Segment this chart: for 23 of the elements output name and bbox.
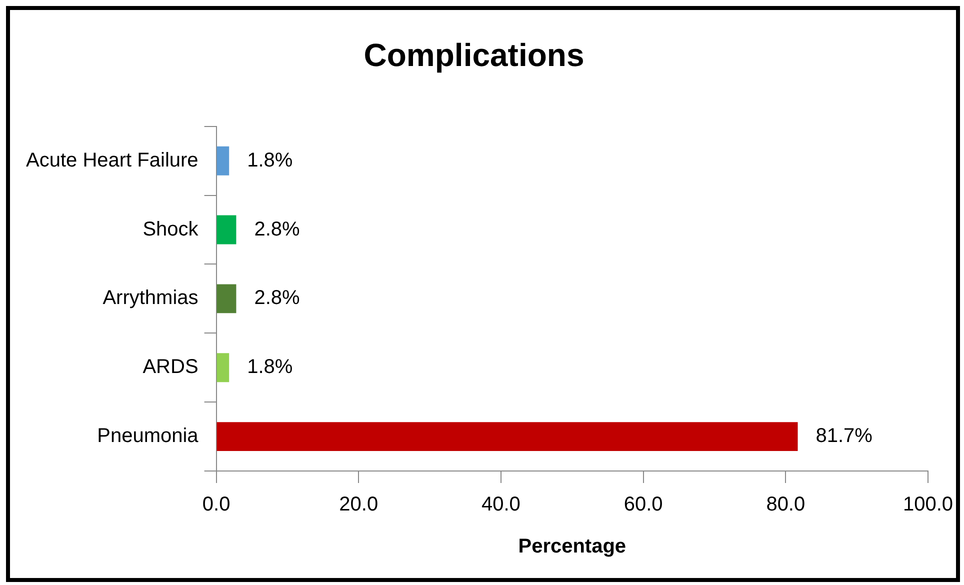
y-tick-label: ARDS — [142, 356, 198, 378]
bar — [216, 353, 230, 382]
x-tick-label: 40.0 — [482, 494, 520, 516]
y-tick-label: Pneumonia — [97, 425, 200, 448]
bar — [216, 422, 798, 452]
chart-title: Complications — [364, 37, 584, 74]
x-axis-title: Percentage — [518, 536, 626, 558]
data-label: 1.8% — [247, 356, 293, 378]
bar — [216, 215, 236, 244]
y-tick-label: Shock — [142, 218, 200, 240]
x-tick-label: 80.0 — [766, 494, 806, 516]
bar — [216, 284, 236, 314]
x-tick-label: 20.0 — [339, 494, 378, 516]
x-tick-label: 0.0 — [202, 494, 230, 516]
data-label: 81.7% — [816, 425, 873, 448]
data-label: 2.8% — [254, 287, 300, 310]
x-tick-label: 60.0 — [624, 494, 663, 516]
y-tick-label: Acute Heart Failure — [26, 149, 198, 172]
bar — [216, 146, 230, 176]
y-tick-label: Arrythmias — [102, 287, 198, 310]
data-label: 1.8% — [247, 149, 293, 172]
x-tick-label: 100.0 — [902, 494, 954, 516]
data-label: 2.8% — [254, 218, 300, 240]
